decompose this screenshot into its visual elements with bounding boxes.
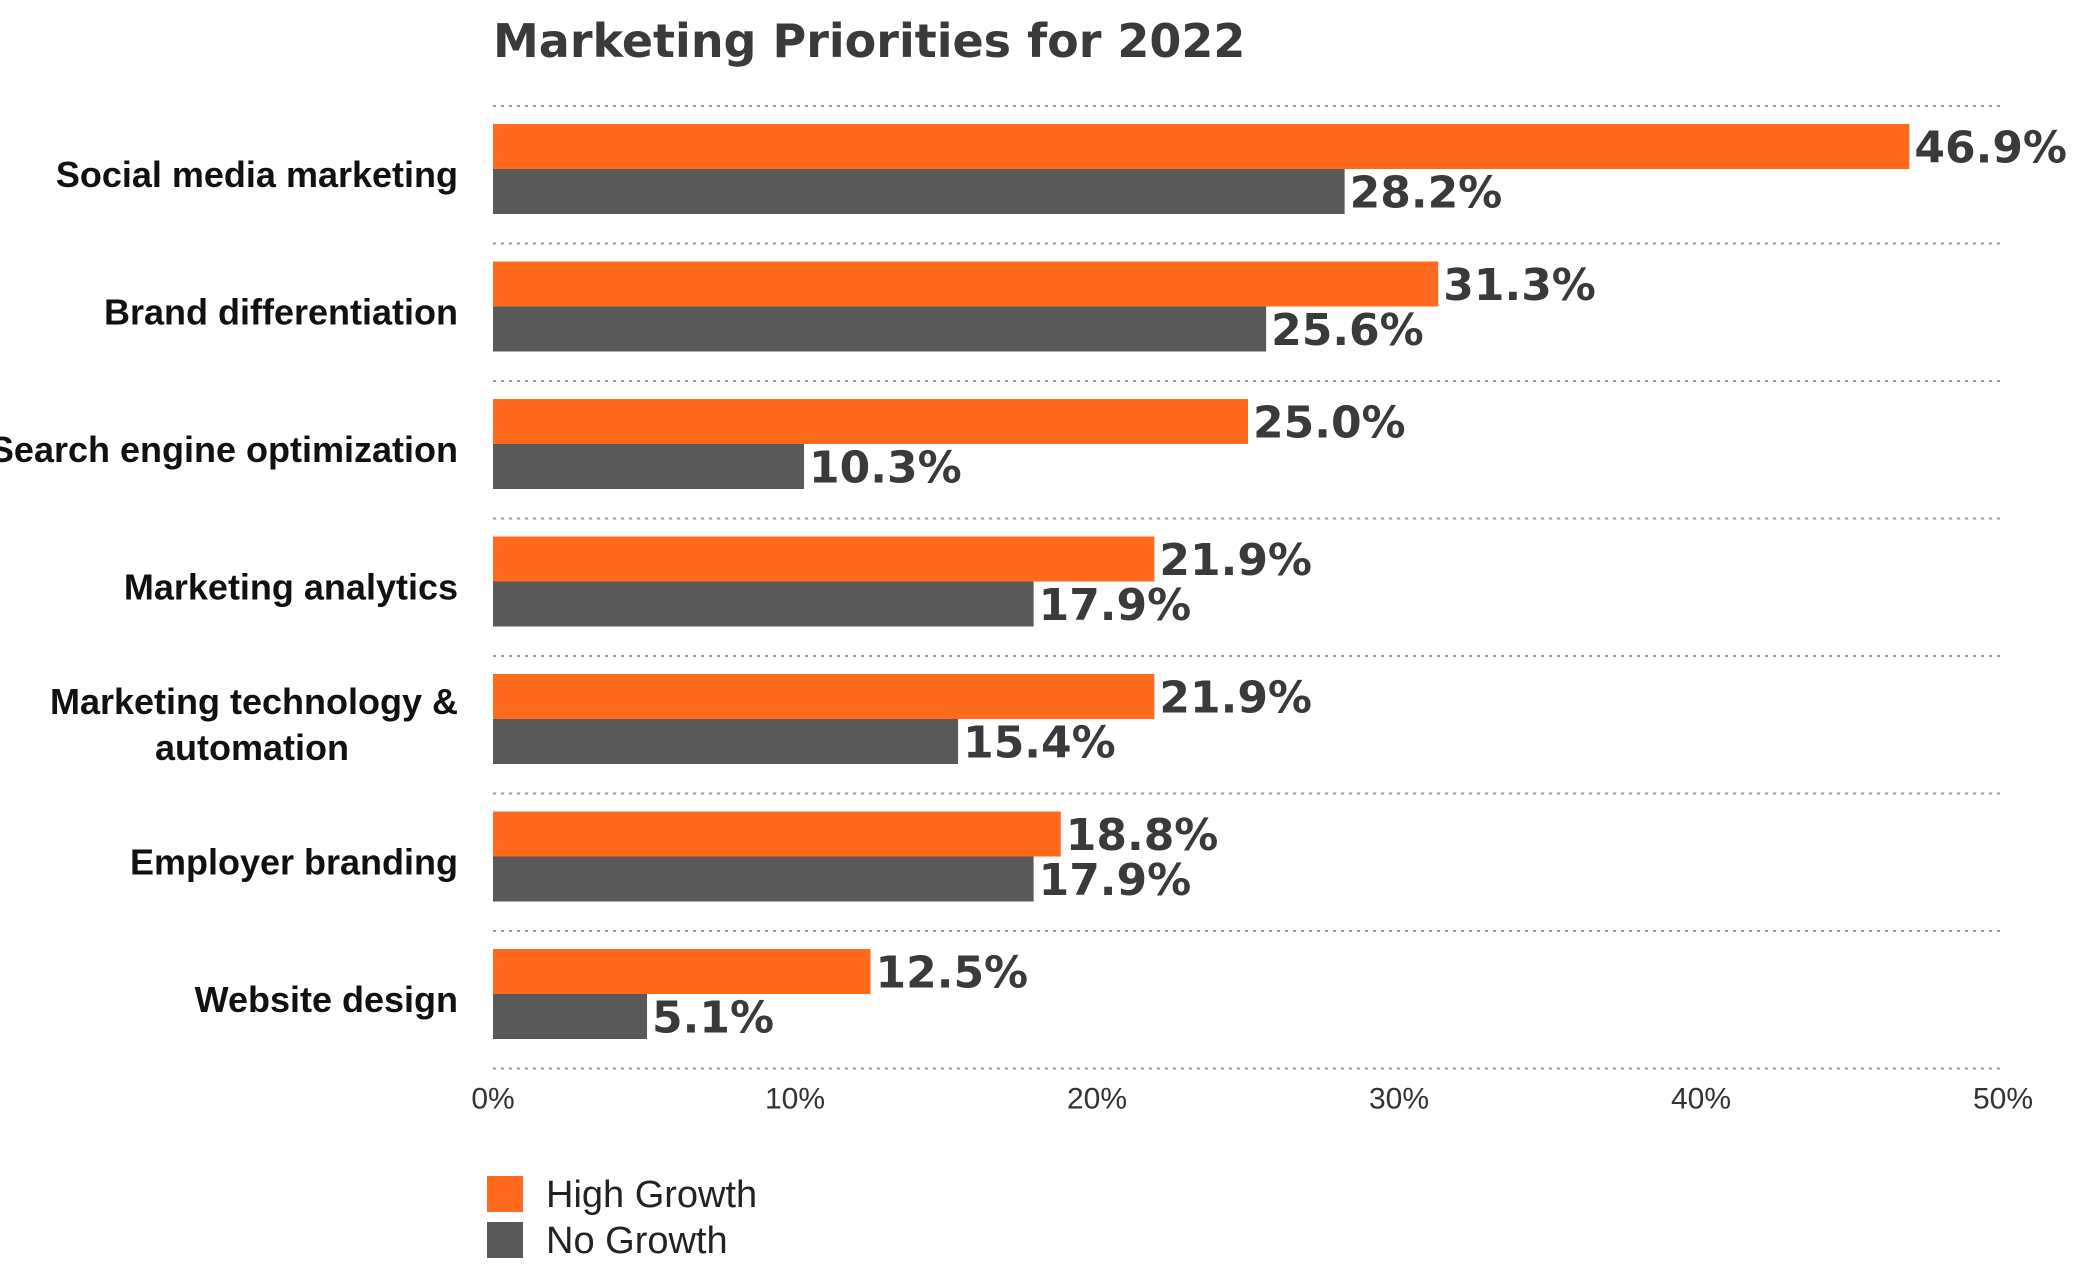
- bar-no-growth: [493, 169, 1345, 214]
- category-label: Marketing technology & automation: [50, 681, 458, 768]
- data-label: 31.3%: [1443, 260, 1596, 311]
- data-label: 12.5%: [876, 948, 1029, 999]
- bar-high-growth: [493, 536, 1155, 582]
- category-label: Social media marketing: [56, 154, 458, 195]
- legend-label: No Growth: [546, 1220, 728, 1262]
- bar-high-growth: [493, 949, 871, 994]
- category-label: Search engine optimization: [0, 429, 458, 470]
- data-label: 18.8%: [1066, 810, 1219, 861]
- x-tick-label: 40%: [1671, 1083, 1731, 1116]
- bar-no-growth: [493, 719, 959, 764]
- category-label: Employer branding: [130, 841, 458, 882]
- bar-no-growth: [493, 444, 805, 489]
- x-tick-label: 10%: [765, 1083, 825, 1116]
- data-label: 15.4%: [963, 718, 1116, 769]
- bar-no-growth: [493, 856, 1034, 902]
- value-labels: 46.9%28.2%31.3%25.6%25.0%10.3%21.9%17.9%…: [652, 123, 2067, 1044]
- x-tick-label: 30%: [1369, 1083, 1429, 1116]
- chart-title: Marketing Priorities for 2022: [493, 14, 1245, 68]
- bar-high-growth: [493, 124, 1910, 169]
- x-tick-label: 50%: [1973, 1083, 2033, 1116]
- data-label: 10.3%: [809, 443, 962, 494]
- x-tick-label: 0%: [471, 1083, 514, 1116]
- bar-no-growth: [493, 994, 648, 1039]
- data-label: 17.9%: [1039, 855, 1192, 906]
- data-label: 17.9%: [1039, 580, 1192, 631]
- legend-swatch: [487, 1176, 523, 1212]
- x-tick-label: 20%: [1067, 1083, 1127, 1116]
- data-label: 21.9%: [1159, 673, 1312, 724]
- bar-high-growth: [493, 399, 1248, 444]
- bar-no-growth: [493, 581, 1034, 627]
- x-axis-ticks: 0% 10% 20% 30% 40% 50%: [471, 1083, 2033, 1116]
- bar-no-growth: [493, 306, 1267, 352]
- bar-high-growth: [493, 261, 1439, 307]
- category-labels: Social media marketing Brand differentiat…: [0, 154, 458, 1020]
- grid-lines: [493, 105, 2003, 1070]
- bar-high-growth: [493, 674, 1155, 719]
- category-label: Marketing analytics: [124, 566, 458, 607]
- data-label: 5.1%: [652, 993, 774, 1044]
- legend-swatch: [487, 1222, 523, 1258]
- data-label: 28.2%: [1350, 168, 1503, 219]
- category-label: Website design: [195, 979, 458, 1020]
- data-label: 25.0%: [1253, 398, 1406, 449]
- legend-label: High Growth: [546, 1174, 757, 1216]
- bar-high-growth: [493, 811, 1061, 857]
- data-label: 21.9%: [1159, 535, 1312, 586]
- data-label: 25.6%: [1271, 305, 1424, 356]
- category-label: Brand differentiation: [104, 291, 458, 332]
- data-label: 46.9%: [1914, 123, 2067, 174]
- bars: [493, 124, 1910, 1039]
